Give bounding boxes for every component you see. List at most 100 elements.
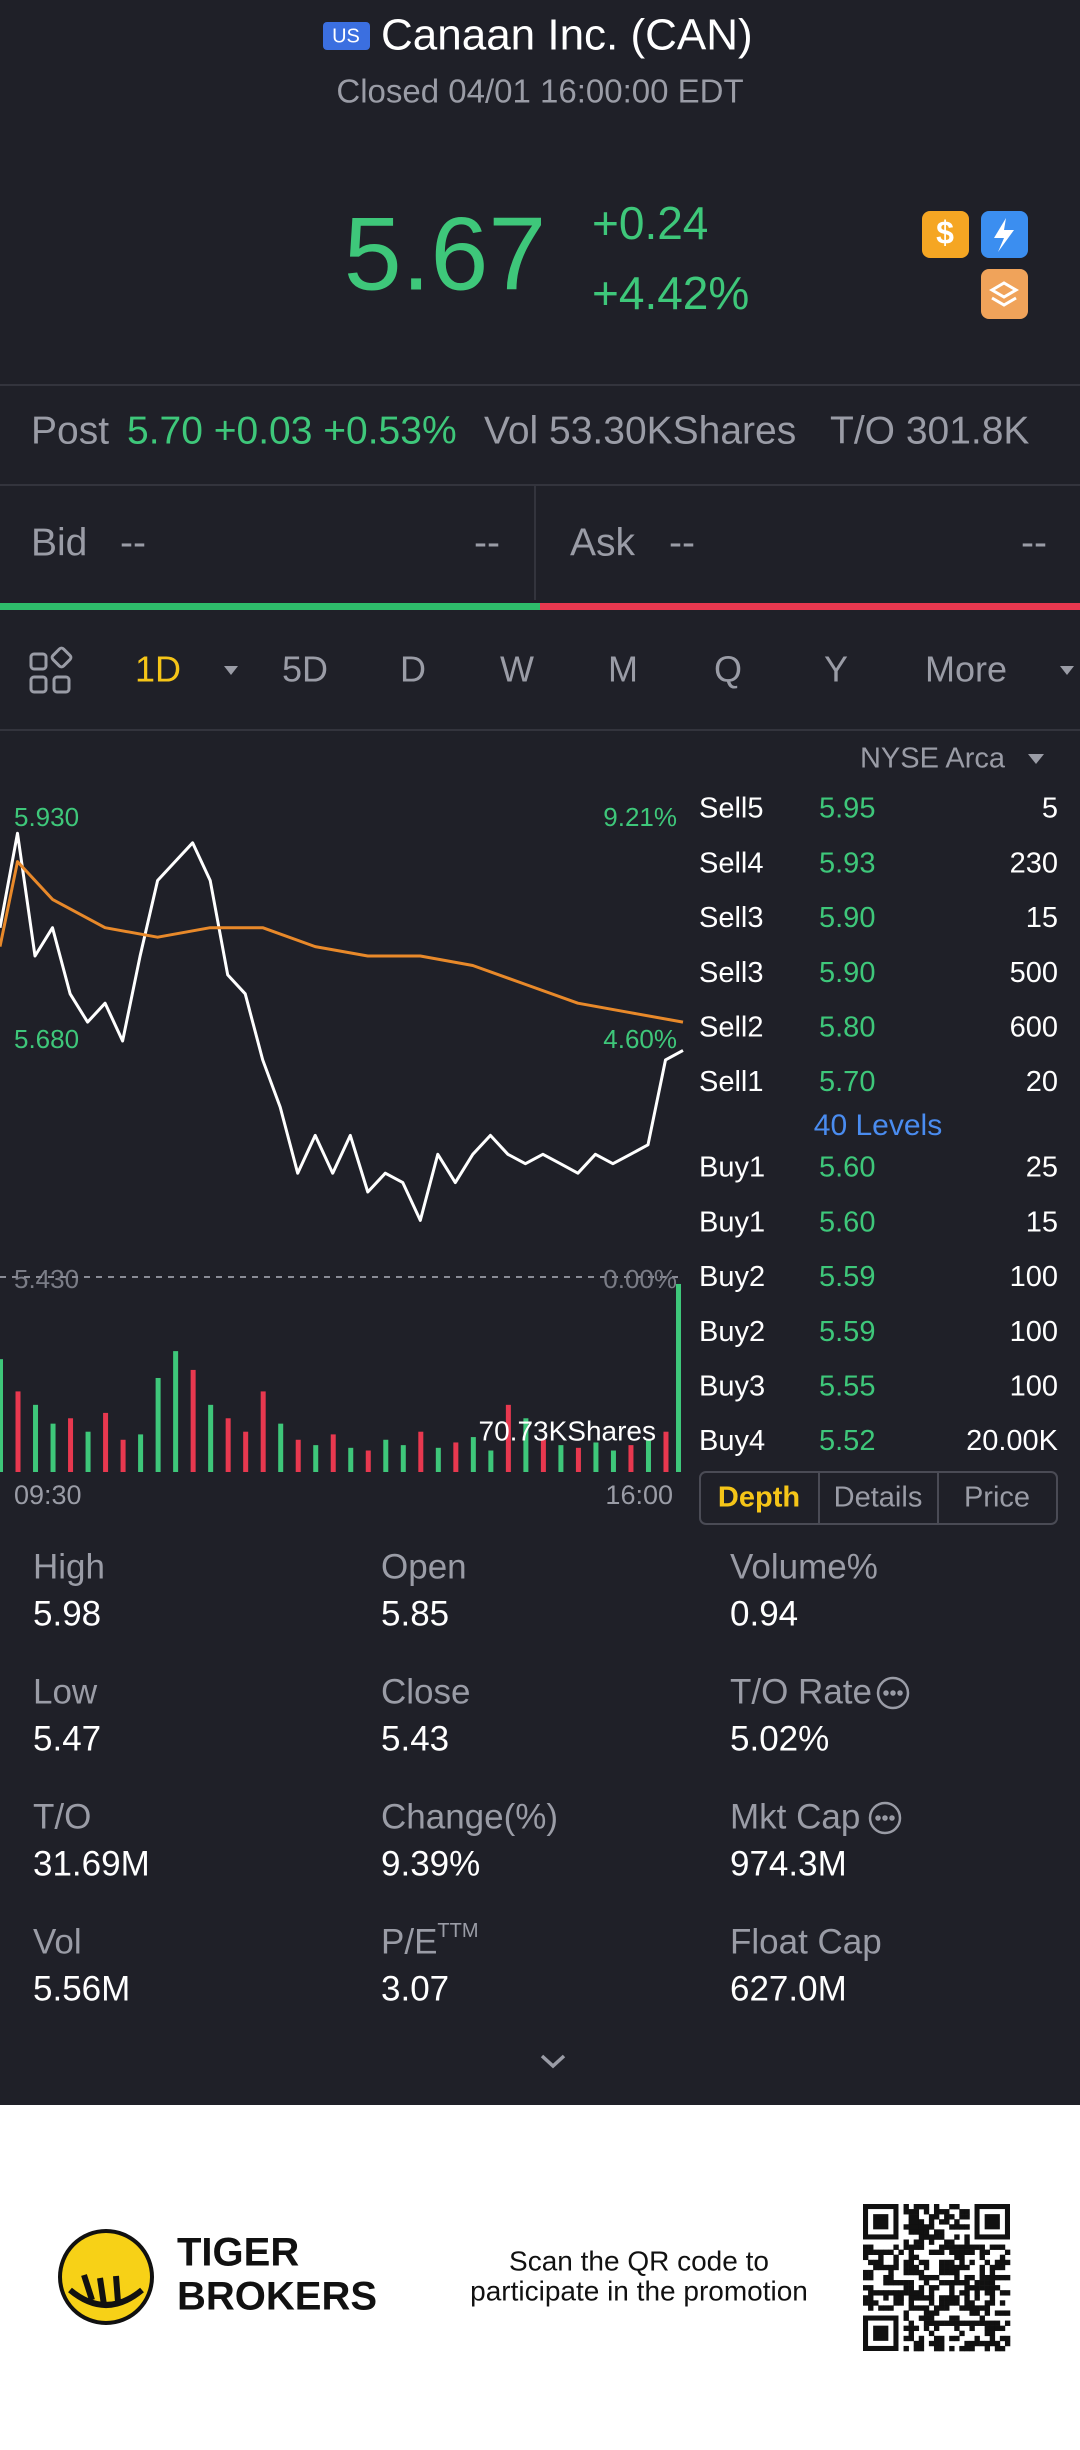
layers-icon[interactable]	[981, 269, 1028, 319]
qr-module	[863, 2249, 869, 2255]
qr-module	[989, 2280, 996, 2286]
qr-module	[944, 2305, 950, 2311]
qr-module	[994, 2320, 1001, 2326]
qr-module	[984, 2305, 991, 2311]
volume-bar	[488, 1450, 494, 1472]
qr-module	[893, 2244, 899, 2250]
qr-module	[913, 2219, 920, 2225]
qr-module	[959, 2264, 965, 2271]
qr-module	[883, 2280, 889, 2286]
qr-module	[903, 2209, 909, 2215]
book-size: 600	[1010, 1011, 1058, 1043]
qr-module	[984, 2320, 991, 2326]
dollar-icon[interactable]	[922, 211, 969, 258]
qr-module	[939, 2234, 945, 2240]
qr-module	[984, 2325, 991, 2332]
qr-module	[908, 2335, 914, 2342]
qr-module	[939, 2244, 945, 2250]
qr-module	[969, 2345, 975, 2352]
book-tab[interactable]: Price	[964, 1482, 1030, 1514]
qr-module	[878, 2254, 884, 2261]
volume-bar	[0, 1359, 3, 1472]
qr-module	[964, 2285, 970, 2291]
qr-module	[999, 2244, 1006, 2250]
period-tab[interactable]: 5D	[282, 649, 328, 690]
qr-module	[923, 2229, 930, 2235]
qr-module	[969, 2259, 975, 2266]
qr-module	[928, 2219, 935, 2225]
qr-module	[928, 2239, 935, 2245]
qr-module	[964, 2340, 970, 2347]
period-tab[interactable]: D	[400, 649, 426, 690]
qr-module	[903, 2204, 909, 2210]
qr-module	[918, 2219, 925, 2225]
period-tab[interactable]: W	[500, 649, 534, 690]
qr-module	[918, 2224, 925, 2230]
qr-module	[979, 2320, 985, 2326]
qr-module	[989, 2300, 996, 2306]
qr-module	[903, 2259, 909, 2266]
layout-icon[interactable]	[29, 646, 73, 694]
qr-module	[999, 2259, 1006, 2266]
qr-module	[939, 2300, 945, 2306]
qr-module	[949, 2224, 955, 2230]
qr-module	[944, 2244, 950, 2250]
book-level: Sell5	[699, 793, 764, 825]
book-price: 5.52	[819, 1425, 875, 1457]
bid-price: --	[120, 521, 146, 564]
period-tab[interactable]: More	[925, 649, 1007, 690]
stat-value: 5.56M	[33, 1969, 130, 2008]
qr-module	[923, 2325, 930, 2332]
qr-module	[933, 2214, 940, 2220]
qr-module	[959, 2320, 965, 2326]
qr-module	[908, 2244, 914, 2250]
qr-module	[878, 2249, 884, 2255]
stat-value: 5.43	[381, 1719, 449, 1758]
qr-module	[954, 2249, 960, 2255]
bid-label: Bid	[31, 521, 87, 564]
period-tab[interactable]: M	[608, 649, 638, 690]
qr-module	[933, 2209, 940, 2215]
qr-module	[928, 2224, 935, 2230]
qr-module	[939, 2305, 945, 2311]
qr-module	[939, 2259, 945, 2266]
book-tab[interactable]: Depth	[718, 1482, 800, 1514]
qr-module	[959, 2345, 965, 2352]
qr-module	[989, 2320, 996, 2326]
post-label: Post	[31, 409, 109, 452]
post-volume: Vol 53.30KShares	[484, 409, 796, 452]
qr-module	[933, 2229, 940, 2235]
qr-code	[863, 2204, 1011, 2352]
qr-module	[918, 2335, 925, 2342]
stat-label: Mkt Cap	[730, 1797, 860, 1836]
qr-module	[928, 2295, 935, 2301]
qr-module	[939, 2340, 945, 2347]
qr-module	[954, 2224, 960, 2230]
period-tab[interactable]: Y	[824, 649, 848, 690]
period-tab[interactable]: 1D	[135, 649, 181, 690]
period-tab[interactable]: Q	[714, 649, 742, 690]
qr-finder	[873, 2214, 889, 2230]
book-tab[interactable]: Details	[834, 1482, 923, 1514]
expand-chevron[interactable]	[540, 2054, 566, 2069]
average-line	[0, 860, 684, 1024]
info-icon[interactable]	[876, 1676, 910, 1710]
qr-module	[893, 2280, 899, 2286]
book-level: Buy4	[699, 1425, 765, 1457]
book-size: 5	[1042, 793, 1058, 825]
qr-module	[923, 2295, 930, 2301]
qr-module	[923, 2310, 930, 2316]
levels-link[interactable]: 40 Levels	[814, 1109, 942, 1142]
qr-module	[933, 2234, 940, 2240]
qr-module	[944, 2280, 950, 2286]
book-level: Buy3	[699, 1370, 765, 1402]
exchange-selector[interactable]: NYSE Arca	[860, 743, 1006, 775]
y-tick-label: 5.430	[14, 1264, 79, 1294]
stat-label: Vol	[33, 1922, 82, 1961]
ask-label: Ask	[570, 521, 636, 564]
qr-module	[984, 2310, 991, 2316]
qr-module	[903, 2224, 909, 2230]
qr-module	[964, 2234, 970, 2240]
info-icon[interactable]	[868, 1801, 902, 1835]
